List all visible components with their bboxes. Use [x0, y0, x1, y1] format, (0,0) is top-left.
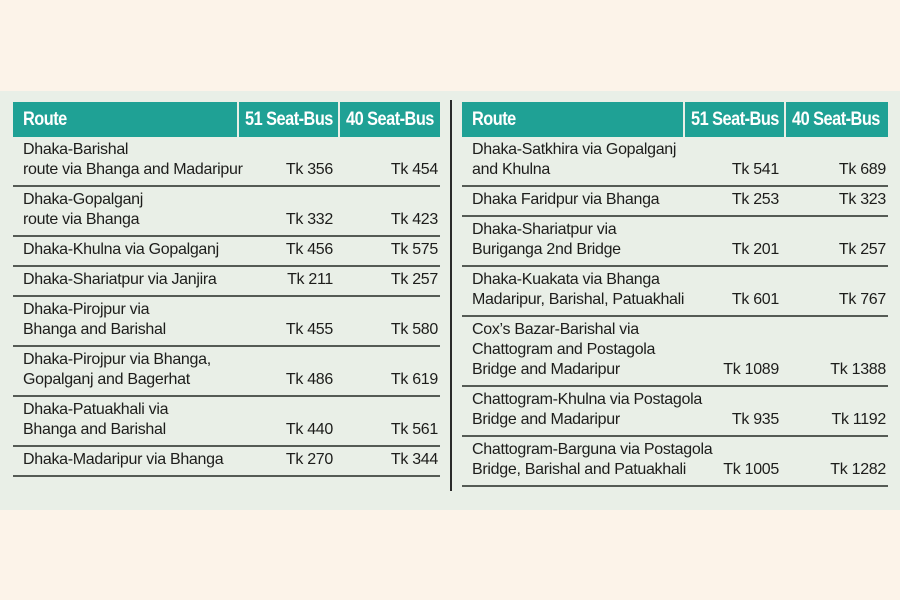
fare-51-seat: Tk 440: [238, 396, 339, 447]
route-line: Chattogram and Postagola: [472, 341, 656, 358]
route-cell: Dhaka-Patuakhali via Bhanga and Barishal: [13, 396, 238, 447]
fare-40-seat: Tk 1192: [785, 386, 888, 437]
fare-40-seat: Tk 575: [339, 236, 440, 267]
fare-51-seat: Tk 356: [238, 137, 339, 187]
route-cell: Chattogram-Barguna via Postagola Bridge, …: [462, 436, 713, 487]
header-40-seat-bus: 40 Seat-Bus: [784, 102, 888, 137]
route-cell: Dhaka-Satkhira via Gopalganj and Khulna: [462, 137, 684, 187]
fare-51-seat: Tk 455: [238, 296, 339, 347]
route-line: Dhaka-Shariatpur via: [472, 221, 617, 238]
fare-40-seat: Tk 767: [785, 266, 888, 317]
fare-51-seat: Tk 486: [238, 346, 339, 397]
table-row: Chattogram-Khulna via Postagola Bridge an…: [462, 386, 888, 437]
route-cell: Dhaka-Pirojpur via Bhanga, Gopalganj and …: [13, 346, 238, 397]
table-header-row: Route 51 Seat-Bus 40 Seat-Bus: [13, 102, 440, 137]
route-line: Dhaka-Pirojpur via Bhanga,: [23, 351, 211, 368]
table-row: Dhaka-Satkhira via Gopalganj and Khulna Tk…: [462, 137, 888, 187]
fare-51-seat: Tk 456: [238, 236, 339, 267]
route-line: Dhaka-Kuakata via Bhanga: [472, 271, 660, 288]
header-51-seat-bus: 51 Seat-Bus: [683, 102, 785, 137]
fare-51-seat: Tk 211: [238, 266, 339, 297]
route-line: Bridge and Madaripur: [472, 361, 620, 378]
route-line: Bridge and Madaripur: [472, 411, 620, 428]
route-cell: Dhaka-Khulna via Gopalganj: [13, 236, 238, 267]
table-row: Dhaka-Shariatpur via Janjira Tk 211 Tk 257: [13, 266, 440, 297]
route-line: Bhanga and Barishal: [23, 321, 166, 338]
route-line: Cox’s Bazar-Barishal via: [472, 321, 639, 338]
route-cell: Cox’s Bazar-Barishal via Chattogram and P…: [462, 316, 684, 387]
fare-40-seat: Tk 580: [339, 296, 440, 347]
header-40-seat-bus: 40 Seat-Bus: [338, 102, 440, 137]
route-cell: Dhaka-Shariatpur via Janjira: [13, 266, 238, 297]
route-cell: Dhaka-Barishal route via Bhanga and Madar…: [13, 137, 243, 187]
table-row: Dhaka-Gopalganj route via Bhanga Tk 332 Tk …: [13, 186, 440, 237]
fare-40-seat: Tk 619: [339, 346, 440, 397]
header-route: Route: [462, 102, 684, 137]
fare-51-seat: Tk 1005: [684, 436, 785, 487]
route-line: Bridge, Barishal and Patuakhali: [472, 461, 686, 478]
fare-40-seat: Tk 323: [785, 186, 888, 217]
route-line: route via Bhanga: [23, 211, 140, 228]
route-cell: Dhaka-Shariatpur via Buriganga 2nd Bridge: [462, 216, 684, 267]
header-51-seat-bus: 51 Seat-Bus: [237, 102, 339, 137]
fare-40-seat: Tk 257: [785, 216, 888, 267]
fare-40-seat: Tk 1282: [785, 436, 888, 487]
column-divider: [450, 100, 452, 491]
route-line: and Khulna: [472, 161, 550, 178]
fare-40-seat: Tk 1388: [785, 316, 888, 387]
route-line: Dhaka-Satkhira via Gopalganj: [472, 141, 677, 158]
route-cell: Chattogram-Khulna via Postagola Bridge an…: [462, 386, 702, 437]
route-line: route via Bhanga and Madaripur: [23, 161, 243, 178]
fare-51-seat: Tk 541: [684, 137, 785, 187]
fare-51-seat: Tk 1089: [684, 316, 785, 387]
table-header-row: Route 51 Seat-Bus 40 Seat-Bus: [462, 102, 888, 137]
route-cell: Dhaka-Pirojpur via Bhanga and Barishal: [13, 296, 238, 347]
route-line: Dhaka-Barishal: [23, 141, 129, 158]
route-line: Dhaka-Madaripur via Bhanga: [23, 451, 224, 468]
table-row: Dhaka Faridpur via Bhanga Tk 253 Tk 323: [462, 186, 888, 217]
table-row: Dhaka-Shariatpur via Buriganga 2nd Bridge…: [462, 216, 888, 267]
table-row: Dhaka-Khulna via Gopalganj Tk 456 Tk 575: [13, 236, 440, 267]
fare-40-seat: Tk 454: [339, 137, 440, 187]
route-line: Buriganga 2nd Bridge: [472, 241, 621, 258]
table-row: Dhaka-Pirojpur via Bhanga, Gopalganj and …: [13, 346, 440, 397]
route-cell: Dhaka-Kuakata via Bhanga Madaripur, Baris…: [462, 266, 685, 317]
table-row: Dhaka-Barishal route via Bhanga and Madar…: [13, 137, 440, 187]
fare-table-right: Route 51 Seat-Bus 40 Seat-Bus Dhaka-Satk…: [462, 102, 888, 487]
route-cell: Dhaka Faridpur via Bhanga: [462, 186, 684, 217]
route-line: Chattogram-Khulna via Postagola: [472, 391, 702, 408]
route-cell: Dhaka-Madaripur via Bhanga: [13, 446, 238, 477]
fare-51-seat: Tk 332: [238, 186, 339, 237]
fare-40-seat: Tk 257: [339, 266, 440, 297]
table-row: Chattogram-Barguna via Postagola Bridge, …: [462, 436, 888, 487]
route-line: Dhaka-Pirojpur via: [23, 301, 150, 318]
route-line: Dhaka Faridpur via Bhanga: [472, 191, 660, 208]
route-line: Dhaka-Khulna via Gopalganj: [23, 241, 219, 258]
fare-table-left: Route 51 Seat-Bus 40 Seat-Bus Dhaka-Bari…: [13, 102, 440, 477]
fare-40-seat: Tk 344: [339, 446, 440, 477]
table-row: Cox’s Bazar-Barishal via Chattogram and P…: [462, 316, 888, 387]
table-row: Dhaka-Madaripur via Bhanga Tk 270 Tk 344: [13, 446, 440, 477]
fare-40-seat: Tk 689: [785, 137, 888, 187]
fare-51-seat: Tk 935: [684, 386, 785, 437]
fare-40-seat: Tk 561: [339, 396, 440, 447]
route-cell: Dhaka-Gopalganj route via Bhanga: [13, 186, 238, 237]
route-line: Dhaka-Shariatpur via Janjira: [23, 271, 217, 288]
route-line: Dhaka-Gopalganj: [23, 191, 144, 208]
fare-51-seat: Tk 270: [238, 446, 339, 477]
fare-40-seat: Tk 423: [339, 186, 440, 237]
table-row: Dhaka-Patuakhali via Bhanga and Barishal T…: [13, 396, 440, 447]
fare-51-seat: Tk 201: [684, 216, 785, 267]
route-line: Bhanga and Barishal: [23, 421, 166, 438]
route-line: Chattogram-Barguna via Postagola: [472, 441, 713, 458]
route-line: Dhaka-Patuakhali via: [23, 401, 169, 418]
fare-51-seat: Tk 253: [684, 186, 785, 217]
fare-51-seat: Tk 601: [684, 266, 785, 317]
header-route: Route: [13, 102, 238, 137]
route-line: Madaripur, Barishal, Patuakhali: [472, 291, 685, 308]
route-line: Gopalganj and Bagerhat: [23, 371, 190, 388]
table-row: Dhaka-Kuakata via Bhanga Madaripur, Baris…: [462, 266, 888, 317]
table-row: Dhaka-Pirojpur via Bhanga and Barishal Tk …: [13, 296, 440, 347]
